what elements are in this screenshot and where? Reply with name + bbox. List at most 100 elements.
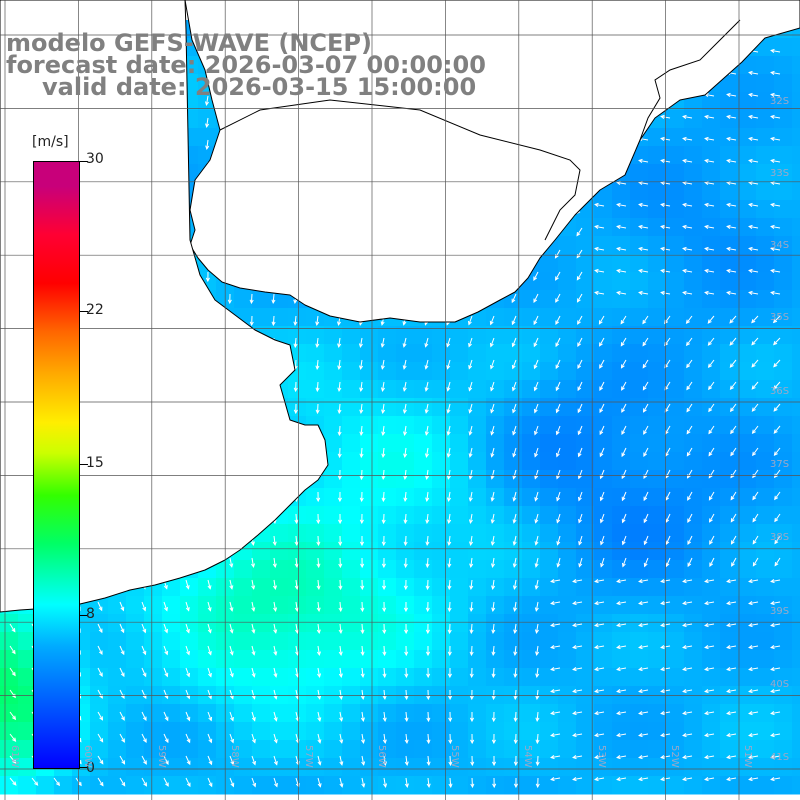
wind-arrow	[512, 535, 517, 546]
speed-cell	[378, 704, 397, 723]
speed-cell	[0, 668, 19, 687]
speed-cell	[738, 614, 757, 633]
speed-cell	[630, 182, 649, 201]
wind-arrow	[726, 290, 737, 295]
wind-arrow-shaft	[425, 425, 429, 435]
wind-arrow-shaft	[534, 491, 539, 501]
wind-arrow-head	[686, 363, 691, 369]
wind-arrow	[359, 425, 364, 437]
wind-arrow-shaft	[705, 623, 715, 627]
wind-arrow	[731, 557, 737, 567]
speed-cell	[486, 668, 505, 687]
wind-arrow-shaft	[251, 601, 255, 611]
wind-arrow-head	[642, 364, 647, 369]
wind-arrow	[205, 139, 210, 151]
wind-arrow-shaft	[665, 447, 671, 457]
wind-arrow-shaft	[339, 579, 342, 590]
wind-arrow-head	[469, 585, 474, 591]
speed-cell	[0, 722, 19, 741]
speed-cell	[702, 416, 721, 435]
speed-cell	[558, 614, 577, 633]
wind-arrow-shaft	[426, 579, 429, 590]
wind-arrow-shaft	[599, 381, 605, 391]
speed-cell	[774, 434, 793, 453]
wind-arrow-head	[468, 365, 473, 370]
wind-arrow-shaft	[141, 623, 146, 633]
wind-arrow-head	[660, 158, 665, 163]
wind-arrow-head	[578, 496, 582, 502]
speed-cell	[792, 416, 800, 435]
speed-cell	[576, 254, 595, 273]
speed-cell	[198, 110, 217, 129]
speed-cell	[396, 740, 415, 759]
speed-cell	[540, 596, 559, 615]
speed-cell	[666, 326, 685, 345]
wind-arrow-head	[490, 453, 495, 458]
speed-cell	[702, 542, 721, 561]
speed-cell	[360, 398, 379, 417]
wind-arrow	[359, 469, 364, 481]
speed-cell	[594, 290, 613, 309]
wind-arrow-head	[359, 409, 364, 415]
speed-cell	[468, 668, 487, 687]
speed-cell	[756, 362, 775, 381]
speed-cell	[486, 326, 505, 345]
speed-cell	[576, 596, 595, 615]
speed-cell	[648, 452, 667, 471]
wind-arrow-head	[469, 607, 474, 613]
speed-cell	[504, 452, 523, 471]
wind-arrow	[533, 293, 539, 304]
speed-cell	[378, 560, 397, 579]
speed-cell	[774, 758, 793, 777]
wind-arrow-head	[638, 202, 643, 207]
wind-arrow-shaft	[752, 557, 759, 566]
speed-cell	[234, 722, 253, 741]
speed-cell	[144, 668, 163, 687]
speed-cell	[324, 560, 343, 579]
speed-cell	[342, 344, 361, 363]
wind-arrow-head	[599, 364, 603, 369]
wind-arrow-head	[687, 518, 691, 523]
speed-cell	[252, 668, 271, 687]
wind-arrow-shaft	[470, 579, 473, 589]
wind-arrow	[686, 425, 693, 435]
speed-cell	[342, 362, 361, 381]
wind-arrow-shaft	[727, 225, 737, 229]
wind-arrow	[594, 246, 605, 251]
wind-arrow-head	[381, 453, 386, 459]
wind-arrow-head	[142, 650, 147, 656]
wind-arrow-head	[594, 202, 599, 207]
wind-arrow-head	[599, 342, 603, 347]
wind-arrow	[293, 403, 298, 415]
wind-arrow	[594, 202, 605, 207]
wind-arrow	[752, 469, 759, 479]
wind-arrow	[533, 381, 539, 392]
wind-arrow-shaft	[512, 403, 517, 413]
wind-arrow-head	[686, 452, 691, 457]
speed-cell	[486, 452, 505, 471]
wind-arrow	[751, 315, 759, 324]
speed-cell	[432, 668, 451, 687]
wind-arrow	[621, 557, 627, 568]
speed-cell	[234, 740, 253, 759]
wind-arrow-head	[773, 451, 778, 456]
speed-cell	[414, 632, 433, 651]
speed-cell	[252, 560, 271, 579]
speed-cell	[702, 704, 721, 723]
speed-cell	[324, 650, 343, 669]
wind-arrow	[185, 579, 190, 590]
wind-arrow	[643, 513, 649, 524]
wind-arrow-head	[403, 585, 408, 591]
wind-arrow-head	[511, 298, 516, 304]
wind-arrow	[621, 381, 627, 391]
speed-cell	[18, 650, 37, 669]
wind-arrow-head	[682, 136, 687, 141]
speed-cell	[684, 488, 703, 507]
speed-cell	[756, 344, 775, 363]
speed-cell	[18, 632, 37, 651]
speed-cell	[396, 704, 415, 723]
wind-arrow-shaft	[360, 403, 363, 413]
speed-cell	[486, 722, 505, 741]
speed-cell	[576, 650, 595, 669]
wind-arrow-shaft	[577, 425, 583, 435]
